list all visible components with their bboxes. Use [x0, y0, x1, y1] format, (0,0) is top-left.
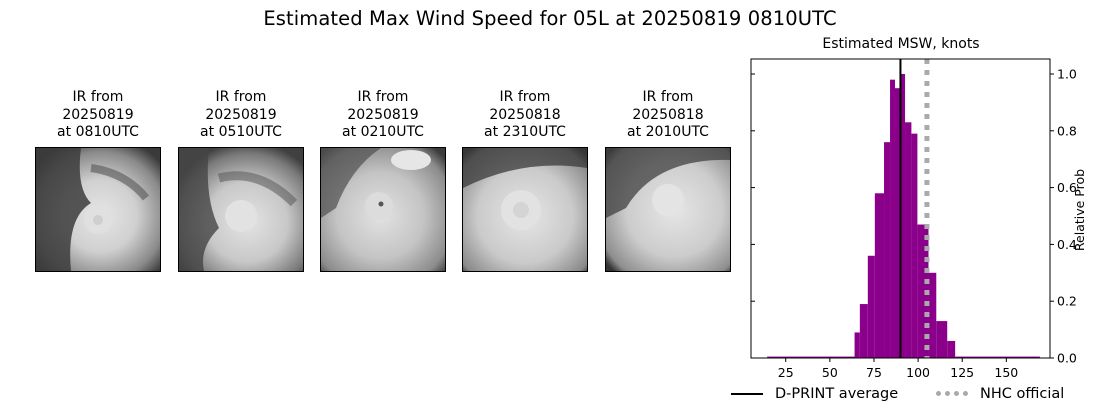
histogram-bar — [859, 304, 868, 358]
ir-caption-line: IR from — [357, 89, 409, 105]
histogram-bar — [947, 340, 956, 358]
histogram-bar — [905, 122, 912, 358]
y-tick-label: 0.2 — [1057, 294, 1077, 309]
ir-satellite-image — [35, 147, 161, 272]
ir-satellite-image — [320, 147, 446, 272]
histogram-bar — [900, 74, 906, 358]
plot-frame — [750, 58, 1051, 359]
ir-caption: IR from 20250819 at 0210UTC — [320, 89, 446, 142]
histogram-bar — [867, 255, 875, 358]
y-tick-label: 0.6 — [1057, 180, 1077, 195]
figure-title: Estimated Max Wind Speed for 05L at 2025… — [263, 7, 837, 30]
x-tick-label: 50 — [822, 365, 838, 380]
ir-satellite-image — [462, 147, 588, 272]
ir-satellite-image — [605, 147, 731, 272]
y-tick-label: 0.4 — [1057, 237, 1077, 252]
ir-caption-time: at 0510UTC — [200, 124, 282, 140]
ir-caption-line: IR from — [499, 89, 551, 105]
histogram-bar — [890, 79, 895, 359]
ir-caption-date: 20250819 — [205, 106, 277, 123]
ir-caption: IR from 20250818 at 2310UTC — [462, 89, 588, 142]
x-tick-label: 150 — [994, 365, 1018, 380]
ir-caption-line: IR from — [642, 89, 694, 105]
ir-caption-date: 20250818 — [632, 106, 704, 123]
ir-caption-time: at 0810UTC — [57, 124, 139, 140]
ir-panel-2: IR from 20250819 at 0510UTC — [178, 89, 304, 272]
ir-caption: IR from 20250819 at 0810UTC — [35, 89, 161, 142]
legend-item-nhc: NHC official — [936, 386, 1064, 402]
ir-caption: IR from 20250818 at 2010UTC — [605, 89, 731, 142]
ir-satellite-image — [178, 147, 304, 272]
x-tick-label: 75 — [866, 365, 882, 380]
ir-caption-date: 20250819 — [347, 106, 419, 123]
ir-caption-line: IR from — [215, 89, 267, 105]
histogram-bar — [936, 321, 948, 358]
histogram-bar — [911, 133, 918, 358]
x-tick-label: 100 — [906, 365, 930, 380]
histogram-bar — [955, 356, 1040, 358]
y-tick-label: 0.8 — [1057, 123, 1077, 138]
legend-item-dprint: D-PRINT average — [731, 386, 898, 402]
legend-label: D-PRINT average — [775, 386, 899, 402]
ir-caption-date: 20250818 — [489, 106, 561, 123]
y-tick-label: 0.0 — [1057, 351, 1077, 366]
ir-caption-line: IR from — [72, 89, 124, 105]
ir-caption-time: at 2310UTC — [484, 124, 566, 140]
ir-caption-date: 20250819 — [62, 106, 134, 123]
histogram-bar — [767, 356, 855, 358]
solid-line-icon — [731, 393, 763, 395]
histogram-bar — [917, 224, 929, 358]
x-tick-label: 125 — [950, 365, 974, 380]
legend-label: NHC official — [980, 386, 1065, 402]
ir-panel-4: IR from 20250818 at 2310UTC — [462, 89, 588, 272]
histogram-bar — [874, 193, 885, 358]
plot-title: Estimated MSW, knots — [822, 36, 980, 52]
dotted-line-icon — [936, 390, 968, 396]
ir-panel-3: IR from 20250819 at 0210UTC — [320, 89, 446, 272]
histogram-bar — [928, 272, 937, 358]
ir-panel-1: IR from 20250819 at 0810UTC — [35, 89, 161, 272]
ir-caption: IR from 20250819 at 0510UTC — [178, 89, 304, 142]
histogram-bar — [894, 88, 901, 358]
x-tick-label: 25 — [778, 365, 794, 380]
y-axis-label: Relative Prob — [1072, 168, 1087, 252]
y-tick-label: 1.0 — [1057, 67, 1077, 82]
ir-caption-time: at 2010UTC — [627, 124, 709, 140]
histogram-bar — [884, 142, 891, 358]
ir-caption-time: at 0210UTC — [342, 124, 424, 140]
histogram-bar — [854, 332, 860, 358]
ir-panel-5: IR from 20250818 at 2010UTC — [605, 89, 731, 272]
